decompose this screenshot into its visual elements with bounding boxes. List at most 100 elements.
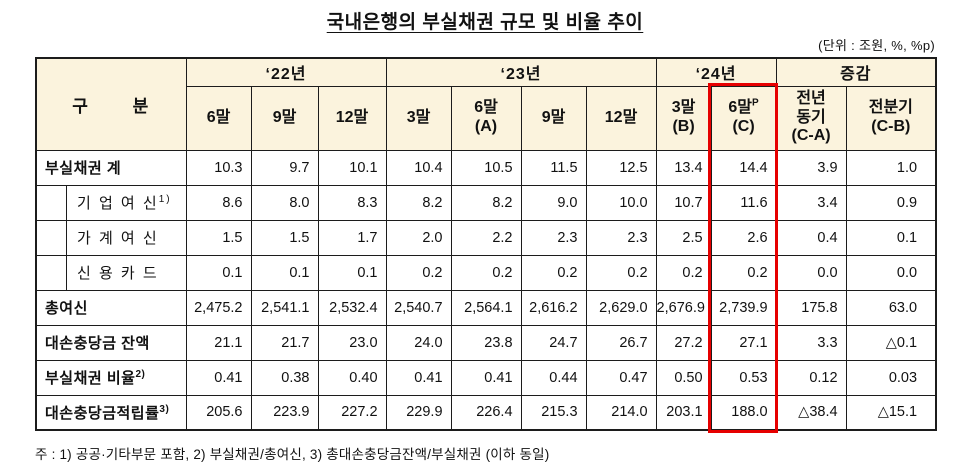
value-cell: 0.0	[775, 254, 847, 291]
value-cell: 0.12	[775, 359, 847, 396]
value-cell: 2.5	[655, 219, 712, 256]
value-cell: 175.8	[775, 289, 847, 326]
value-cell: 10.1	[317, 149, 387, 186]
value-cell: 3.3	[775, 324, 847, 361]
value-cell: 8.2	[385, 184, 452, 221]
value-cell: 8.3	[317, 184, 387, 221]
value-cell: 10.5	[450, 149, 522, 186]
value-cell: 23.8	[450, 324, 522, 361]
value-cell: 3.9	[775, 149, 847, 186]
npl-table: 구 분 ‘22년 ‘23년 ‘24년 증감 6말 9말 12말 3말 6말 (A) 9말 12말 3말 (B…	[35, 57, 938, 431]
table-row: 부실채권 계 10.3 9.7 10.1 10.4 10.5 11.5 12.5 13.4 14.…	[35, 149, 937, 186]
value-cell: 0.41	[385, 359, 452, 396]
value-cell: 0.41	[185, 359, 252, 396]
column-header: 6말P (C)	[710, 85, 777, 151]
value-cell: 0.2	[520, 254, 587, 291]
value-cell: 0.9	[845, 184, 937, 221]
value-cell: 1.5	[185, 219, 252, 256]
value-cell: △15.1	[845, 394, 937, 431]
column-header: 3말 (B)	[655, 85, 712, 151]
value-cell: 2.3	[585, 219, 657, 256]
value-cell: 1.7	[317, 219, 387, 256]
value-cell: 10.4	[385, 149, 452, 186]
value-cell: 2,564.1	[450, 289, 522, 326]
value-cell: 0.2	[655, 254, 712, 291]
value-cell: 0.50	[655, 359, 712, 396]
value-cell: 0.38	[250, 359, 319, 396]
value-cell: 223.9	[250, 394, 319, 431]
value-cell: 226.4	[450, 394, 522, 431]
value-cell: 9.0	[520, 184, 587, 221]
value-cell: 2,629.0	[585, 289, 657, 326]
value-cell: 24.0	[385, 324, 452, 361]
value-cell: 2,616.2	[520, 289, 587, 326]
value-cell: 215.3	[520, 394, 587, 431]
column-header: 9말	[250, 85, 319, 151]
value-cell: 0.1	[317, 254, 387, 291]
value-cell: 0.2	[385, 254, 452, 291]
column-header: 6말 (A)	[450, 85, 522, 151]
value-cell: 24.7	[520, 324, 587, 361]
value-cell: 2.0	[385, 219, 452, 256]
table-row: 대손충당금적립률3) 205.6 223.9 227.2 229.9 226.4 215.3…	[35, 394, 937, 431]
value-cell: 205.6	[185, 394, 252, 431]
row-label: 가 계 여 신	[35, 219, 187, 256]
value-cell: 2,739.9	[710, 289, 777, 326]
table-row: 신 용 카 드 0.1 0.1 0.1 0.2 0.2 0.2 0.2 0.2 0.2 0.0 0.0	[35, 254, 937, 291]
row-label: 총여신	[35, 289, 187, 326]
table-row: 기 업 여 신1) 8.6 8.0 8.3 8.2 8.2 9.0 10.0 10.7 11.6 3…	[35, 184, 937, 221]
year-group-header: ‘22년	[185, 57, 387, 87]
table-row: 대손충당금 잔액 21.1 21.7 23.0 24.0 23.8 24.7 26.7 27.2…	[35, 324, 937, 361]
column-header: 전년 동기 (C-A)	[775, 85, 847, 151]
value-cell: 12.5	[585, 149, 657, 186]
value-cell: 23.0	[317, 324, 387, 361]
value-cell: 0.2	[450, 254, 522, 291]
value-cell: 14.4	[710, 149, 777, 186]
row-label: 기 업 여 신1)	[35, 184, 187, 221]
column-header: 12말	[585, 85, 657, 151]
value-cell: 26.7	[585, 324, 657, 361]
column-header: 전분기 (C-B)	[845, 85, 937, 151]
value-cell: 229.9	[385, 394, 452, 431]
value-cell: 2.2	[450, 219, 522, 256]
value-cell: 214.0	[585, 394, 657, 431]
value-cell: 9.7	[250, 149, 319, 186]
year-group-header: ‘24년	[655, 57, 777, 87]
row-label: 대손충당금적립률3)	[35, 394, 187, 431]
value-cell: 0.40	[317, 359, 387, 396]
row-label: 부실채권 비율2)	[35, 359, 187, 396]
year-group-header: ‘23년	[385, 57, 657, 87]
page-title: 국내은행의 부실채권 규모 및 비율 추이	[326, 12, 644, 33]
value-cell: 21.1	[185, 324, 252, 361]
row-label: 부실채권 계	[35, 149, 187, 186]
value-cell: 21.7	[250, 324, 319, 361]
value-cell: 0.53	[710, 359, 777, 396]
table-wrap: 구 분 ‘22년 ‘23년 ‘24년 증감 6말 9말 12말 3말 6말 (A) 9말 12말 3말 (B…	[35, 57, 938, 433]
value-cell: 8.2	[450, 184, 522, 221]
table-row: 총여신 2,475.2 2,541.1 2,532.4 2,540.7 2,564.1 2,…	[35, 289, 937, 326]
column-header: 3말	[385, 85, 452, 151]
value-cell: 0.0	[845, 254, 937, 291]
column-header: 9말	[520, 85, 587, 151]
value-cell: 0.03	[845, 359, 937, 396]
value-cell: 1.0	[845, 149, 937, 186]
value-cell: 1.5	[250, 219, 319, 256]
value-cell: △38.4	[775, 394, 847, 431]
row-label: 신 용 카 드	[35, 254, 187, 291]
value-cell: 0.47	[585, 359, 657, 396]
value-cell: 0.1	[250, 254, 319, 291]
value-cell: 10.7	[655, 184, 712, 221]
value-cell: 0.1	[185, 254, 252, 291]
value-cell: 2.3	[520, 219, 587, 256]
column-header: 12말	[317, 85, 387, 151]
value-cell: 8.6	[185, 184, 252, 221]
footnote: 주 : 1) 공공·기타부문 포함, 2) 부실채권/총여신, 3) 총대손충당…	[35, 447, 550, 462]
value-cell: △0.1	[845, 324, 937, 361]
value-cell: 0.4	[775, 219, 847, 256]
value-cell: 27.2	[655, 324, 712, 361]
value-cell: 0.44	[520, 359, 587, 396]
value-cell: 63.0	[845, 289, 937, 326]
row-label: 대손충당금 잔액	[35, 324, 187, 361]
value-cell: 2,676.9	[655, 289, 712, 326]
